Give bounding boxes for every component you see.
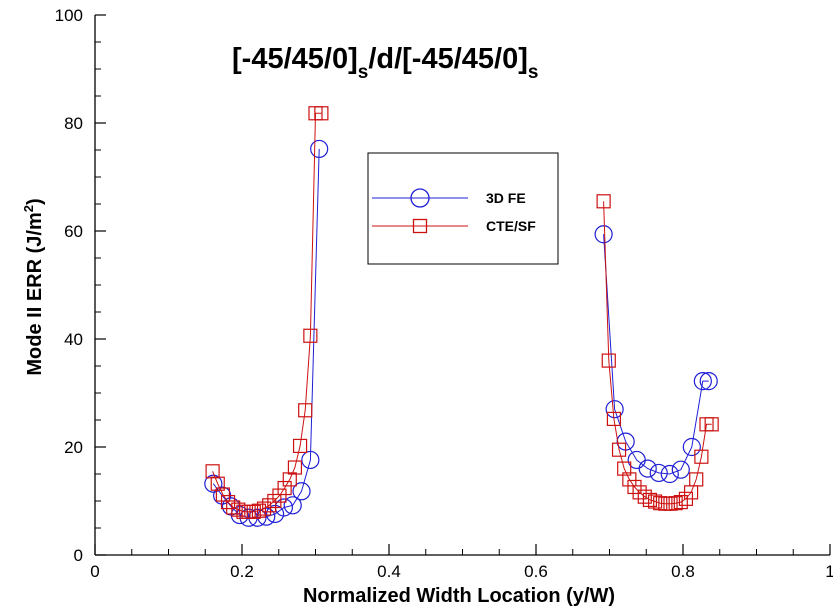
data-point-cte-sf xyxy=(210,476,225,491)
data-point-3d-fe xyxy=(292,482,311,501)
data-point-3d-fe xyxy=(699,372,718,391)
data-point-cte-sf xyxy=(627,479,642,495)
data-point-3d-fe xyxy=(310,139,329,159)
x-tick-label: 0.8 xyxy=(671,562,695,581)
data-point-cte-sf xyxy=(292,438,308,454)
legend: 3D FE CTE/SF xyxy=(367,152,559,265)
y-tick-label: 60 xyxy=(64,222,83,241)
data-point-cte-sf xyxy=(267,493,282,509)
y-axis-title-main: Mode II ERR (J/m xyxy=(24,212,46,375)
series-line-cte-sf xyxy=(212,112,322,513)
y-tick-label: 20 xyxy=(64,438,83,457)
data-point-cte-sf xyxy=(272,488,287,503)
data-point-cte-sf xyxy=(298,403,313,418)
data-point-cte-sf xyxy=(689,472,704,487)
x-tick-label: 0.4 xyxy=(377,562,401,581)
legend-marker-cte-sf xyxy=(412,218,428,234)
data-point-cte-sf xyxy=(683,485,699,500)
legend-item-3d-fe: 3D FE xyxy=(372,188,526,208)
series-layer xyxy=(204,106,719,527)
data-point-cte-sf xyxy=(205,464,220,479)
data-point-3d-fe xyxy=(671,460,690,479)
data-point-cte-sf xyxy=(262,498,277,513)
x-tick-label: 1 xyxy=(825,562,833,581)
data-point-3d-fe xyxy=(638,459,657,478)
data-point-3d-fe xyxy=(301,450,320,470)
data-point-cte-sf xyxy=(282,472,297,487)
data-point-cte-sf xyxy=(215,487,230,502)
legend-item-cte-sf: CTE/SF xyxy=(372,218,536,234)
legend-marker-3d-fe xyxy=(410,188,430,208)
y-axis-title-superscript: 2 xyxy=(21,205,36,212)
x-axis-title: Normalized Width Location (y/W) xyxy=(303,585,615,607)
data-point-3d-fe xyxy=(693,372,712,391)
data-point-cte-sf xyxy=(611,442,627,457)
data-point-cte-sf xyxy=(251,503,267,518)
y-tick-label: 0 xyxy=(74,546,83,565)
data-point-3d-fe xyxy=(204,474,223,493)
legend-label-3d-fe: 3D FE xyxy=(486,190,526,206)
series-cte-sf xyxy=(205,106,719,519)
data-point-cte-sf xyxy=(694,449,709,464)
x-tick-label: 0.6 xyxy=(524,562,548,581)
data-point-cte-sf xyxy=(596,194,611,209)
legend-box xyxy=(367,152,559,265)
data-point-cte-sf xyxy=(303,328,318,343)
data-point-cte-sf xyxy=(226,500,241,515)
data-point-3d-fe xyxy=(649,463,668,483)
chart-title: [-45/45/0]s/d/[-45/45/0]s xyxy=(232,43,538,83)
data-point-cte-sf xyxy=(647,494,663,509)
data-point-cte-sf xyxy=(632,485,647,500)
data-point-cte-sf xyxy=(673,494,688,510)
data-point-cte-sf xyxy=(606,411,622,427)
data-point-cte-sf xyxy=(617,461,632,476)
y-tick-label: 40 xyxy=(64,330,83,349)
data-point-cte-sf xyxy=(704,417,719,432)
data-point-3d-fe xyxy=(594,225,613,244)
data-point-cte-sf xyxy=(314,106,329,121)
chart-title-part-2: /d/[-45/45/0] xyxy=(368,43,528,75)
data-point-cte-sf xyxy=(256,501,272,516)
y-axis-title-end: ) xyxy=(24,198,46,205)
data-point-cte-sf xyxy=(277,480,292,496)
series-line-3d-fe xyxy=(603,234,709,475)
data-point-cte-sf xyxy=(642,492,658,508)
y-axis-title: Mode II ERR (J/m2) xyxy=(21,198,46,375)
data-point-cte-sf xyxy=(601,353,616,368)
chart-title-subscript-2: s xyxy=(528,62,539,83)
chart-title-part-1: [-45/45/0] xyxy=(232,43,358,75)
data-point-cte-sf xyxy=(231,502,246,517)
data-point-cte-sf xyxy=(637,489,652,504)
x-tick-label: 0.2 xyxy=(230,562,254,581)
data-point-cte-sf xyxy=(287,460,303,475)
data-point-3d-fe xyxy=(660,464,679,484)
legend-label-cte-sf: CTE/SF xyxy=(486,218,536,234)
y-tick-label: 80 xyxy=(64,114,83,133)
chart-title-subscript-1: s xyxy=(358,62,369,83)
data-point-cte-sf xyxy=(622,472,637,487)
data-point-3d-fe xyxy=(605,400,624,419)
data-point-cte-sf xyxy=(220,494,236,510)
x-tick-label: 0 xyxy=(90,562,99,581)
data-point-3d-fe xyxy=(283,496,302,515)
y-tick-label: 100 xyxy=(55,6,83,25)
data-point-3d-fe xyxy=(682,437,701,457)
data-point-cte-sf xyxy=(246,504,261,519)
data-point-cte-sf xyxy=(668,496,683,511)
axes: 0 0.2 0.4 0.6 0.8 1 0 20 40 60 80 100 xyxy=(55,6,833,581)
